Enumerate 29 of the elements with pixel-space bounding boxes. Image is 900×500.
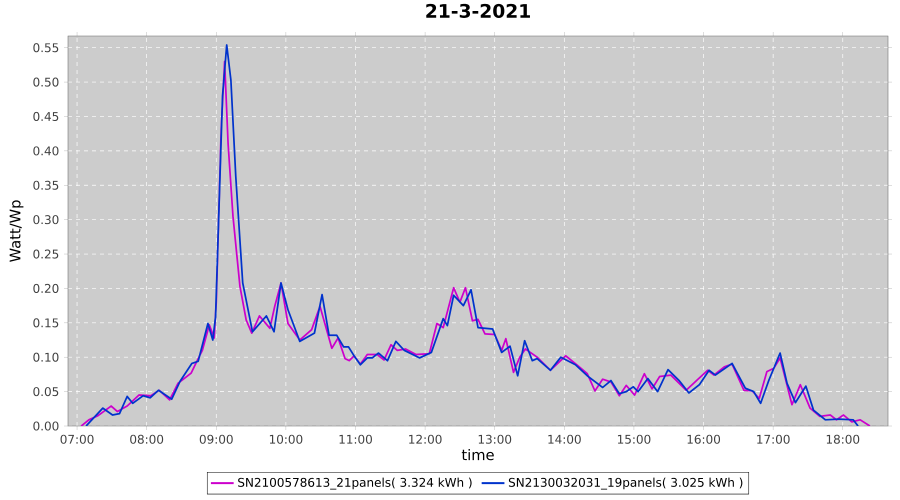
y-tick-label: 0.55 [33,43,58,52]
x-axis-title: time [462,448,494,460]
y-tick-label: 0.15 [33,318,58,328]
x-tick-label: 15:00 [618,434,650,444]
x-tick-label: 11:00 [340,434,372,444]
x-tick-label: 17:00 [757,434,790,444]
y-tick-label: 0.05 [33,387,58,396]
x-tick-label: 13:00 [478,434,512,444]
y-tick-label: 0.30 [33,215,58,224]
legend-label: SN2100578613_21panels( 3.324 kWh ) [238,478,472,490]
x-tick-label: 18:00 [826,434,860,444]
chart-title: 21-3-2021 [426,4,530,18]
x-tick-label: 12:00 [409,434,442,444]
x-tick-label: 07:00 [60,434,94,444]
x-tick-label: 09:00 [200,434,233,444]
y-tick-label: 0.25 [33,250,58,259]
y-tick-label: 0.50 [33,78,58,87]
legend-label: SN2130032031_19panels( 3.025 kWh ) [508,478,742,490]
y-tick-label: 0.40 [33,146,58,156]
x-tick-label: 08:00 [130,434,164,444]
y-tick-label: 0.10 [33,352,58,362]
y-tick-label: 0.35 [33,180,58,190]
y-tick-label: 0.45 [33,112,58,122]
x-tick-label: 10:00 [270,434,302,444]
y-axis-title: Watt/Wp [10,200,24,262]
y-tick-label: 0.20 [33,284,58,293]
x-tick-label: 16:00 [688,434,720,444]
x-tick-label: 14:00 [548,434,581,444]
y-tick-label: 0.00 [33,421,58,431]
